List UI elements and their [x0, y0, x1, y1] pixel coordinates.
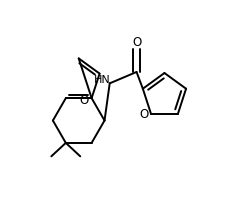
Text: O: O [80, 94, 89, 107]
Text: O: O [132, 36, 141, 49]
Text: O: O [140, 108, 149, 121]
Text: HN: HN [94, 75, 110, 85]
